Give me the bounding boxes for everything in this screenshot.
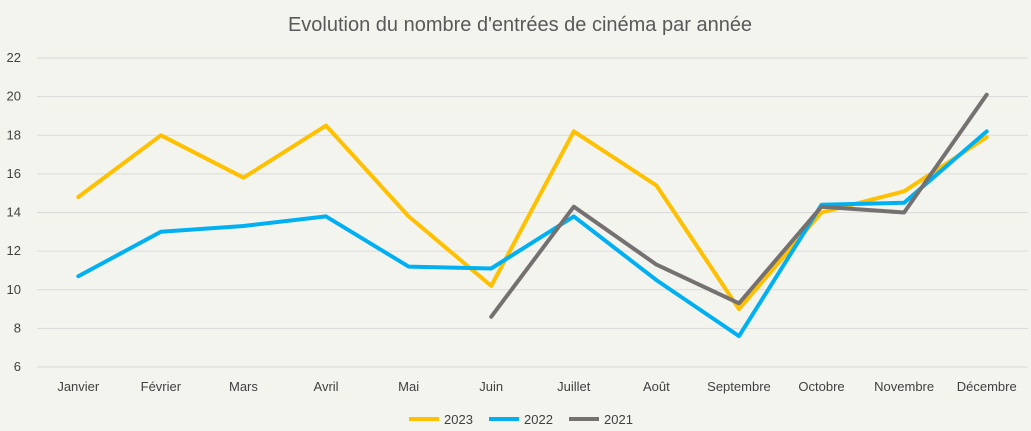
x-tick-label: Août	[643, 379, 670, 394]
x-tick-label: Janvier	[57, 379, 100, 394]
x-tick-label: Avril	[314, 379, 339, 394]
y-tick-label: 20	[7, 89, 21, 104]
legend-label: 2022	[524, 412, 553, 427]
x-tick-label: Mars	[229, 379, 258, 394]
y-axis-ticks: 6 8 10 12 14 16 18 20 22	[7, 50, 21, 374]
x-tick-label: Juillet	[557, 379, 591, 394]
series-lines	[76, 92, 989, 339]
x-tick-label: Décembre	[957, 379, 1017, 394]
x-tick-label: Novembre	[874, 379, 934, 394]
legend: 2023 2022 2021	[409, 412, 633, 427]
y-tick-label: 10	[7, 282, 21, 297]
series-line-2023	[76, 123, 989, 312]
x-tick-label: Mai	[398, 379, 419, 394]
y-tick-label: 18	[7, 127, 21, 142]
x-tick-label: Février	[141, 379, 182, 394]
y-tick-label: 16	[7, 166, 21, 181]
y-tick-label: 6	[14, 359, 21, 374]
chart-title: Evolution du nombre d'entrées de cinéma …	[288, 14, 752, 36]
x-axis-ticks: Janvier Février Mars Avril Mai Juin Juillet Aoû…	[57, 379, 1016, 394]
legend-label: 2021	[604, 412, 633, 427]
x-tick-label: Juin	[479, 379, 503, 394]
series-line-2022	[76, 129, 989, 339]
y-tick-label: 8	[14, 320, 21, 335]
series-line-2021	[489, 92, 989, 319]
x-tick-label: Septembre	[707, 379, 771, 394]
y-tick-label: 14	[7, 205, 21, 220]
y-tick-label: 22	[7, 50, 21, 65]
legend-label: 2023	[444, 412, 473, 427]
y-tick-label: 12	[7, 243, 21, 258]
x-tick-label: Octobre	[798, 379, 844, 394]
